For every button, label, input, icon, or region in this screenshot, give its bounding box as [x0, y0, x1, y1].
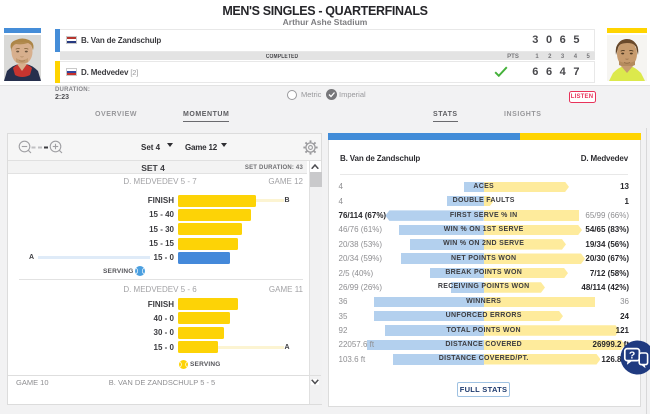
svg-text:?: ?	[629, 349, 635, 361]
